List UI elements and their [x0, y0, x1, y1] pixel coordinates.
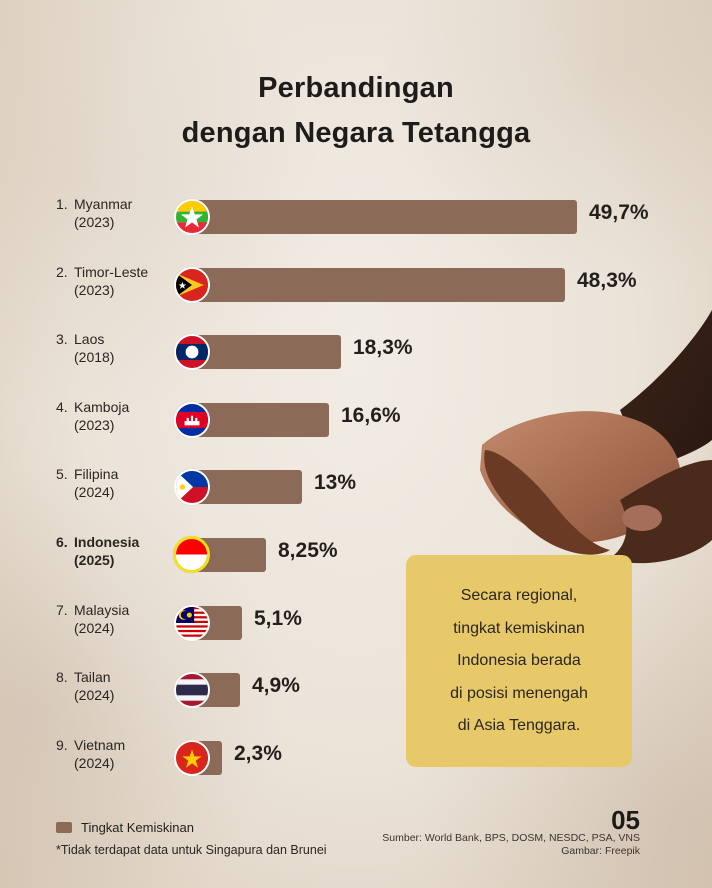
country-label: 4. Kamboja (2023)	[56, 398, 129, 434]
thailand-flag-icon	[174, 672, 210, 709]
footnote: *Tidak terdapat data untuk Singapura dan…	[56, 843, 327, 857]
rank-number: 4.	[56, 398, 68, 415]
title-line-2: dengan Negara Tetangga	[181, 117, 531, 149]
rank-number: 8.	[56, 669, 68, 686]
data-year: (2023)	[74, 214, 115, 230]
poverty-rate-bar	[196, 267, 565, 302]
poverty-rate-bar	[196, 335, 341, 370]
country-name: Myanmar	[74, 196, 133, 212]
country-name: Indonesia	[74, 534, 140, 550]
poverty-rate-value: 13%	[314, 471, 357, 495]
bar-row-tailan: 8. Tailan (2024) 4,9%	[0, 668, 712, 710]
callout-line: Secara regional,	[460, 587, 578, 604]
data-year: (2024)	[74, 754, 115, 771]
data-year: (2024)	[74, 484, 115, 501]
poverty-rate-bar	[196, 470, 302, 505]
country-name: Filipina	[74, 466, 119, 483]
country-label: 5. Filipina (2024)	[56, 465, 118, 501]
poverty-rate-bar	[196, 402, 329, 437]
poverty-rate-value: 2,3%	[234, 741, 282, 765]
country-label: 2. Timor-Leste (2023)	[56, 263, 148, 299]
bar-row-myanmar: 1. Myanmar (2023) 49,7%	[0, 195, 712, 237]
data-year: (2023)	[74, 281, 115, 298]
bar-row-indonesia: 6. Indonesia (2025) 8,25%	[0, 533, 712, 575]
rank-number: 3.	[56, 331, 68, 348]
cupped-hands-image	[480, 310, 712, 564]
legend-swatch	[56, 822, 72, 833]
data-year: (2025)	[74, 552, 115, 568]
rank-number: 5.	[56, 466, 68, 483]
country-name: Malaysia	[74, 601, 130, 618]
country-name: Vietnam	[74, 736, 126, 753]
poverty-rate-value: 48,3%	[577, 268, 637, 292]
country-name: Timor-Leste	[74, 263, 149, 280]
poverty-rate-bar	[196, 200, 577, 234]
vietnam-flag-icon	[174, 739, 210, 776]
poverty-rate-value: 49,7%	[589, 201, 649, 224]
indonesia-flag-icon	[173, 536, 210, 573]
country-label: 1. Myanmar (2023)	[56, 195, 132, 231]
data-year: (2024)	[74, 687, 115, 704]
callout-line: tingkat kemiskinan	[453, 619, 585, 637]
poverty-rate-value: 5,1%	[254, 606, 302, 630]
data-year: (2023)	[74, 416, 115, 433]
laos-flag-icon	[174, 334, 210, 371]
callout-line: di posisi menengah	[450, 684, 588, 702]
country-name: Laos	[74, 331, 105, 348]
data-year: (2018)	[74, 349, 115, 366]
chart-legend: Tingkat Kemiskinan	[56, 820, 194, 835]
bar-row-filipina: 5. Filipina (2024) 13%	[0, 465, 712, 507]
data-year: (2024)	[74, 619, 115, 636]
poverty-rate-value: 8,25%	[278, 539, 338, 562]
insight-callout: Secara regional, tingkat kemiskinan Indo…	[406, 555, 632, 767]
cambodia-flag-icon	[174, 401, 210, 438]
callout-line: di Asia Tenggara.	[457, 717, 581, 734]
country-label: 9. Vietnam (2024)	[56, 736, 125, 772]
poverty-rate-value: 16,6%	[341, 403, 401, 427]
bar-row-timor-leste: 2. Timor-Leste (2023) 48,3%	[0, 263, 712, 305]
country-label: 6. Indonesia (2025)	[56, 533, 139, 569]
poverty-rate-value: 4,9%	[252, 674, 300, 698]
timor-leste-flag-icon	[174, 266, 210, 303]
poverty-rate-value: 18,3%	[353, 336, 413, 360]
rank-number: 9.	[56, 736, 68, 753]
legend-label: Tingkat Kemiskinan	[81, 820, 194, 835]
rank-number: 1.	[56, 196, 68, 212]
callout-line: Indonesia berada	[457, 652, 581, 669]
country-label: 3. Laos (2018)	[56, 330, 114, 366]
rank-number: 2.	[56, 263, 68, 280]
source-text: Sumber: World Bank, BPS, DOSM, NESDC, PS…	[382, 832, 640, 844]
chart-title: Perbandingan dengan Negara Tetangga	[0, 66, 712, 156]
country-label: 8. Tailan (2024)	[56, 668, 114, 704]
myanmar-flag-icon	[174, 199, 210, 235]
title-line-1: Perbandingan	[258, 72, 454, 104]
philippines-flag-icon	[174, 469, 210, 506]
bar-row-laos: 3. Laos (2018) 18,3%	[0, 330, 712, 372]
country-name: Kamboja	[74, 398, 130, 415]
country-label: 7. Malaysia (2024)	[56, 601, 129, 637]
malaysia-flag-icon	[174, 604, 210, 641]
rank-number: 7.	[56, 601, 68, 618]
image-credit: Gambar: Freepik	[561, 845, 640, 857]
bar-row-vietnam: 9. Vietnam (2024) 2,3%	[0, 736, 712, 778]
bar-row-kamboja: 4. Kamboja (2023) 16,6%	[0, 398, 712, 440]
rank-number: 6.	[56, 534, 68, 550]
page-number: 05	[611, 805, 640, 835]
bar-row-malaysia: 7. Malaysia (2024) 5,1%	[0, 601, 712, 643]
source-credits: Sumber: World Bank, BPS, DOSM, NESDC, PS…	[382, 832, 640, 858]
country-name: Tailan	[74, 669, 111, 686]
